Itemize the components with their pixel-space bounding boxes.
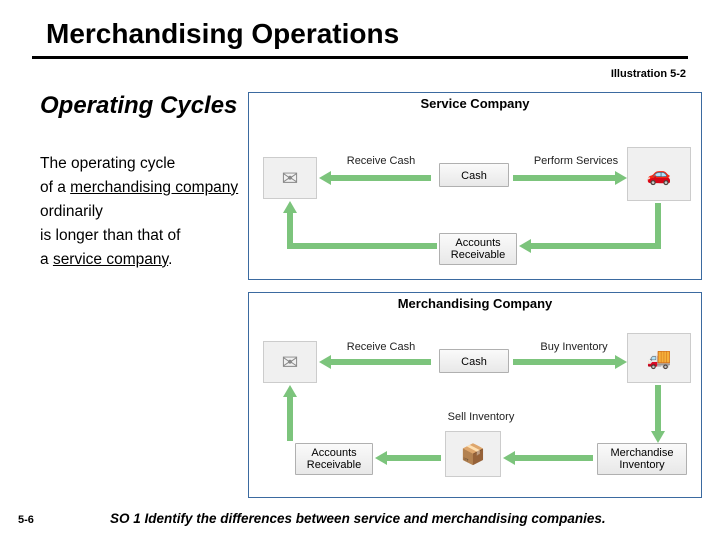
boxes-icon: 📦 <box>445 431 501 477</box>
arrow-head <box>503 451 515 465</box>
cash-label: Cash <box>461 356 487 368</box>
title-rule <box>32 56 688 59</box>
arrow <box>331 359 431 365</box>
body-line: is longer than that of <box>40 227 180 244</box>
arrow-head <box>319 171 331 185</box>
arrow <box>287 211 293 249</box>
service-panel: Service Company ✉ Cash 🚗 Accounts Receiv… <box>248 92 702 280</box>
merch-panel-title: Merchandising Company <box>249 293 701 311</box>
service-panel-title: Service Company <box>249 93 701 111</box>
arrow-head <box>615 171 627 185</box>
cash-label: Cash <box>461 170 487 182</box>
arrow <box>515 455 593 461</box>
footer-text: SO 1 Identify the differences between se… <box>110 511 606 526</box>
arrow <box>513 175 615 181</box>
perform-label: Perform Services <box>529 155 623 167</box>
arrow-head <box>283 385 297 397</box>
body-underline: service company <box>53 251 168 268</box>
page-title: Merchandising Operations <box>46 18 688 50</box>
body-text: The operating cycle of a merchandising c… <box>40 152 240 272</box>
diagram-area: Service Company ✉ Cash 🚗 Accounts Receiv… <box>248 92 702 498</box>
body-line: ordinarily <box>40 203 103 220</box>
body-line: a <box>40 251 53 268</box>
sell-label: Sell Inventory <box>443 411 519 423</box>
body-line: The operating cycle <box>40 155 175 172</box>
arrow-head <box>283 201 297 213</box>
receive-cash-label: Receive Cash <box>341 341 421 353</box>
arrow <box>331 175 431 181</box>
slide: Merchandising Operations Illustration 5-… <box>0 0 720 540</box>
arrow <box>531 243 661 249</box>
ar-label: Accounts Receivable <box>307 447 361 471</box>
subtitle: Operating Cycles <box>40 92 240 120</box>
arrow <box>293 243 437 249</box>
arrow <box>287 395 293 441</box>
mail-icon: ✉ <box>263 341 317 383</box>
mail-icon: ✉ <box>263 157 317 199</box>
arrow-head <box>375 451 387 465</box>
arrow <box>655 385 661 431</box>
page-number: 5-6 <box>18 514 34 526</box>
car-service-icon: 🚗 <box>627 147 691 201</box>
body-underline: merchandising company <box>70 179 238 196</box>
arrow-head <box>615 355 627 369</box>
truck-icon: 🚚 <box>627 333 691 383</box>
arrow <box>387 455 441 461</box>
arrow <box>513 359 615 365</box>
ar-label: Accounts Receivable <box>451 237 505 261</box>
illustration-label: Illustration 5-2 <box>611 68 686 80</box>
left-column: Operating Cycles The operating cycle of … <box>40 92 240 272</box>
ar-node: Accounts Receivable <box>295 443 373 475</box>
ar-node: Accounts Receivable <box>439 233 517 265</box>
arrow-head <box>319 355 331 369</box>
arrow <box>655 203 661 245</box>
merch-panel: Merchandising Company ✉ Cash 🚚 Accounts … <box>248 292 702 498</box>
arrow-head <box>651 431 665 443</box>
receive-cash-label: Receive Cash <box>341 155 421 167</box>
body-line: of a <box>40 179 70 196</box>
arrow-head <box>519 239 531 253</box>
cash-node: Cash <box>439 349 509 373</box>
body-line: . <box>168 251 172 268</box>
mi-label: Merchandise Inventory <box>611 447 674 471</box>
cash-node: Cash <box>439 163 509 187</box>
mi-node: Merchandise Inventory <box>597 443 687 475</box>
buy-label: Buy Inventory <box>529 341 619 353</box>
